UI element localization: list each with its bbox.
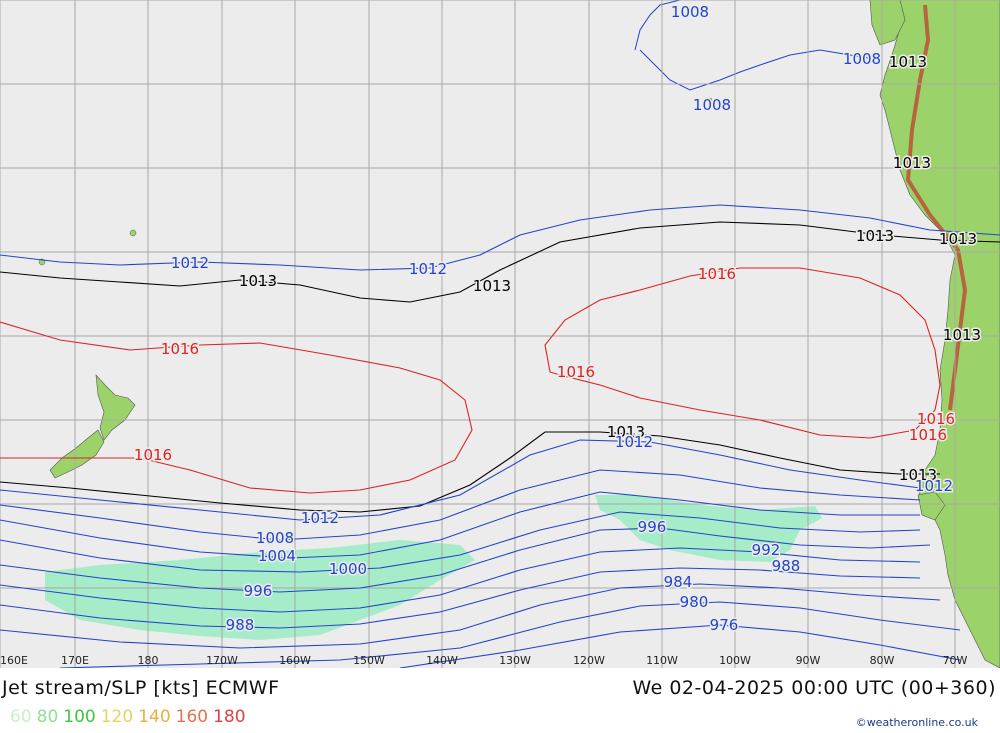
isobar-label: 980 (680, 593, 709, 611)
isobar-label: 1013 (899, 466, 937, 484)
isobar-1000 (0, 511, 921, 573)
longitude-label-layer: 160E 170E 180 170W 160W 150W 140W 130W 120W 110W 1… (0, 654, 968, 667)
isobar-label: 1016 (698, 265, 736, 283)
longitude-label: 130W (499, 654, 531, 667)
central-america-landmass (869, 0, 906, 46)
weather-map: 1008 1008 1008 1013 1013 1013 1013 1013 1013 1013… (0, 0, 1000, 669)
isobar-1004 (0, 491, 920, 559)
longitude-label: 90W (796, 654, 821, 667)
andes-ridge (905, 4, 968, 411)
isobar-label: 1012 (301, 509, 339, 527)
isobar-label: 1016 (557, 363, 595, 381)
longitude-label: 160E (0, 654, 28, 667)
longitude-label: 70W (943, 654, 968, 667)
isobar-label: 976 (710, 616, 739, 634)
isobar-1008-south (0, 469, 921, 541)
isobar-1016-east (544, 267, 941, 439)
legend-value: 180 (213, 707, 246, 727)
longitude-label: 170E (61, 654, 89, 667)
isobar-label: 1013 (939, 230, 977, 248)
jet-stream-region-east (595, 495, 822, 562)
isobar-label-layer: 1008 1008 1008 1013 1013 1013 1013 1013 1013 1013… (132, 2, 982, 636)
isobar-label: 1016 (909, 426, 947, 444)
isobar-label: 1013 (856, 227, 894, 245)
isobar-label: 1012 (409, 260, 447, 278)
isobar-label: 1012 (171, 254, 209, 272)
isobar-label: 992 (752, 541, 781, 559)
legend-value: 140 (138, 707, 171, 727)
map-canvas: 1008 1008 1008 1013 1013 1013 1013 1013 1013 1013… (0, 0, 1000, 669)
isobar-label: 1013 (889, 53, 927, 71)
map-title: Jet stream/SLP [kts] ECMWF (2, 677, 280, 699)
jet-speed-legend: 60 80 100 120 140 160 180 (10, 707, 251, 727)
isobar-label: 988 (772, 557, 801, 575)
isobar-992 (0, 547, 921, 613)
isobar-label: 1016 (134, 446, 172, 464)
isobar-984 (0, 583, 941, 649)
isobar-label: 984 (664, 573, 693, 591)
isobar-label: 996 (244, 582, 273, 600)
island (129, 229, 137, 237)
isobar-label: 1008 (693, 96, 731, 114)
isobar-976 (399, 624, 961, 669)
longitude-label: 160W (279, 654, 311, 667)
longitude-label: 150W (353, 654, 385, 667)
graticule (0, 0, 1000, 668)
isobar-1012-south (0, 439, 921, 521)
island (707, 97, 713, 103)
map-footer: Jet stream/SLP [kts] ECMWF We 02-04-2025… (0, 668, 1000, 733)
isobar-label: 1013 (239, 272, 277, 290)
isobar-1016 (0, 321, 473, 494)
isobar-label: 1016 (161, 340, 199, 358)
isobar-label: 1016 (917, 410, 955, 428)
isobar-label: 1000 (329, 560, 367, 578)
legend-value: 60 (10, 707, 32, 727)
isobar-label: 1008 (256, 529, 294, 547)
isobar-1013 (0, 221, 1000, 303)
longitude-label: 110W (646, 654, 678, 667)
longitude-label: 140W (426, 654, 458, 667)
isobar-label: 1008 (843, 50, 881, 68)
isobar-label: 1008 (671, 3, 709, 21)
longitude-label: 80W (870, 654, 895, 667)
longitude-label: 180 (138, 654, 159, 667)
isobar-label: 996 (638, 518, 667, 536)
tierra-del-fuego (917, 491, 946, 521)
isobar-label: 988 (226, 616, 255, 634)
longitude-label: 100W (719, 654, 751, 667)
isobar-label: 1012 (915, 477, 953, 495)
isobar-980 (59, 601, 961, 669)
isobar-label: 1013 (893, 154, 931, 172)
legend-value: 80 (36, 707, 59, 727)
isobar-1012 (0, 204, 1000, 271)
isobar-label: 1013 (943, 326, 981, 344)
isobar-1013-south (0, 431, 940, 513)
jet-stream-region-west (45, 540, 475, 640)
new-zealand-north-island (95, 374, 136, 441)
isobar-label: 1012 (615, 433, 653, 451)
legend-value: 120 (100, 707, 134, 727)
isobar-label: 1004 (258, 547, 296, 565)
isobar-label: 1013 (473, 277, 511, 295)
new-zealand-south-island (49, 429, 105, 479)
isobar-1008-north (634, 0, 881, 91)
longitude-label: 170W (206, 654, 238, 667)
isobar-996 (0, 527, 931, 593)
legend-value: 160 (175, 707, 209, 727)
longitude-label: 120W (573, 654, 605, 667)
site-credit: ©weatheronline.co.uk (855, 716, 978, 729)
legend-value: 100 (63, 707, 96, 727)
map-datetime: We 02-04-2025 00:00 UTC (00+360) (632, 677, 996, 699)
isobar-988 (0, 567, 921, 629)
isobar-label: 1013 (607, 423, 645, 441)
